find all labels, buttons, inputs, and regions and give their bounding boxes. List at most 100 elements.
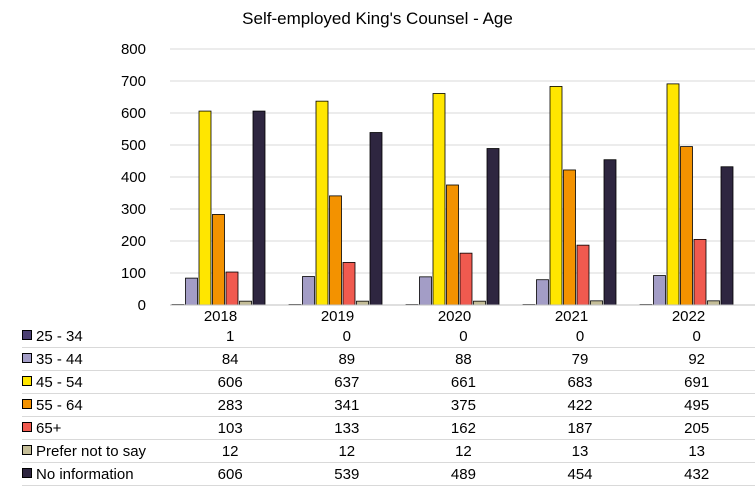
series-label: 55 - 64 xyxy=(22,393,172,417)
bar-no-information-2019 xyxy=(369,132,383,306)
legend-swatch xyxy=(22,467,32,478)
bar-35-44-2021 xyxy=(536,279,549,306)
table-cell-value: 89 xyxy=(288,347,406,371)
bar-65--2020 xyxy=(459,252,473,306)
series-name: 55 - 64 xyxy=(36,396,83,414)
series-name: 45 - 54 xyxy=(36,373,83,391)
table-cell-value: 162 xyxy=(405,416,522,440)
series-name: No information xyxy=(36,465,134,483)
table-cell-value: 88 xyxy=(405,347,522,371)
table-cell-value: 92 xyxy=(638,347,755,371)
series-label: Prefer not to say xyxy=(22,439,172,463)
y-axis-tick-labels: 0 100 200 300 400 500 600 700 800 xyxy=(121,41,146,314)
table-cell-value: 84 xyxy=(171,347,289,371)
table-row: 65+ 103 133 162 187 205 xyxy=(22,416,755,440)
table-cell-value: 341 xyxy=(288,393,406,417)
table-cell-value: 283 xyxy=(171,393,289,417)
bar-45-54-2019 xyxy=(315,100,329,306)
table-cell-value: 691 xyxy=(638,370,755,394)
bar-35-44-2018 xyxy=(185,277,198,306)
table-cell-value: 661 xyxy=(405,370,522,394)
bar-45-54-2022 xyxy=(666,83,680,306)
table-cell-value: 606 xyxy=(171,462,289,486)
series-name: 35 - 44 xyxy=(36,350,83,368)
bar-prefer-not-to-say-2019 xyxy=(356,300,369,306)
table-cell-value: 375 xyxy=(405,393,522,417)
bar-prefer-not-to-say-2018 xyxy=(239,300,252,306)
bar-45-54-2018 xyxy=(198,110,212,306)
table-cell-value: 1 xyxy=(171,325,289,348)
table-cell-value: 489 xyxy=(405,462,522,486)
bar-65--2022 xyxy=(693,238,707,306)
x-tick-label: 2022 xyxy=(672,308,705,325)
y-tick-label: 100 xyxy=(121,265,146,282)
table-cell-value: 432 xyxy=(638,462,755,486)
bar-65--2019 xyxy=(342,262,356,306)
series-label: 25 - 34 xyxy=(22,325,172,348)
legend-swatch xyxy=(22,375,32,386)
legend-swatch xyxy=(22,352,32,363)
x-tick-label: 2021 xyxy=(555,308,588,325)
table-cell-value: 454 xyxy=(521,462,639,486)
y-tick-label: 700 xyxy=(121,73,146,90)
table-row: 55 - 64 283 341 375 422 495 xyxy=(22,393,755,417)
bar-55-64-2018 xyxy=(212,214,225,306)
series-label: 35 - 44 xyxy=(22,347,172,371)
legend-swatch xyxy=(22,398,32,409)
legend-swatch xyxy=(22,329,32,340)
bar-prefer-not-to-say-2020 xyxy=(473,300,486,306)
bar-55-64-2019 xyxy=(329,195,342,306)
table-row: Prefer not to say 12 12 12 13 13 xyxy=(22,439,755,463)
bar-35-44-2022 xyxy=(653,275,666,306)
table-row: 35 - 44 84 89 88 79 92 xyxy=(22,347,755,371)
table-cell-value: 12 xyxy=(405,439,522,463)
bar-no-information-2018 xyxy=(252,110,266,306)
bar-65--2018 xyxy=(225,271,239,306)
y-tick-label: 0 xyxy=(138,297,146,314)
series-name: Prefer not to say xyxy=(36,442,147,460)
series-label: 65+ xyxy=(22,416,172,440)
table-cell-value: 422 xyxy=(521,393,639,417)
legend-swatch xyxy=(22,421,32,432)
data-table: 25 - 34 1 0 0 0 0 35 - 44 84 89 88 79 92 45 - 54 606 6… xyxy=(22,325,755,486)
bar-65--2021 xyxy=(576,244,590,306)
table-row: 45 - 54 606 637 661 683 691 xyxy=(22,370,755,394)
y-tick-label: 600 xyxy=(121,105,146,122)
table-cell-value: 0 xyxy=(288,325,406,348)
table-cell-value: 12 xyxy=(171,439,289,463)
table-row: 25 - 34 1 0 0 0 0 xyxy=(22,325,755,348)
bar-45-54-2020 xyxy=(432,93,446,306)
y-tick-label: 300 xyxy=(121,201,146,218)
bar-45-54-2021 xyxy=(549,86,563,306)
table-cell-value: 539 xyxy=(288,462,406,486)
x-tick-label: 2018 xyxy=(204,308,237,325)
y-tick-label: 200 xyxy=(121,233,146,250)
legend-swatch xyxy=(22,444,32,455)
table-cell-value: 637 xyxy=(288,370,406,394)
bars: 2018 2019 2020 2021 2022 xyxy=(171,83,734,325)
table-cell-value: 13 xyxy=(521,439,639,463)
bar-no-information-2020 xyxy=(486,148,500,306)
table-cell-value: 0 xyxy=(405,325,522,348)
table-cell-value: 606 xyxy=(171,370,289,394)
bar-prefer-not-to-say-2022 xyxy=(707,300,720,306)
table-row: No information 606 539 489 454 432 xyxy=(22,462,755,486)
bar-55-64-2022 xyxy=(680,146,693,306)
bar-35-44-2020 xyxy=(419,276,432,306)
table-cell-value: 103 xyxy=(171,416,289,440)
table-cell-value: 205 xyxy=(638,416,755,440)
bar-no-information-2021 xyxy=(603,159,617,306)
bar-55-64-2021 xyxy=(563,169,576,306)
table-cell-value: 13 xyxy=(638,439,755,463)
table-cell-value: 683 xyxy=(521,370,639,394)
series-label: No information xyxy=(22,462,172,486)
table-cell-value: 0 xyxy=(638,325,755,348)
table-cell-value: 12 xyxy=(288,439,406,463)
table-cell-value: 79 xyxy=(521,347,639,371)
chart-title: Self-employed King's Counsel - Age xyxy=(242,9,513,28)
series-name: 25 - 34 xyxy=(36,327,83,345)
x-tick-label: 2020 xyxy=(438,308,471,325)
table-cell-value: 133 xyxy=(288,416,406,440)
x-tick-label: 2019 xyxy=(321,308,354,325)
